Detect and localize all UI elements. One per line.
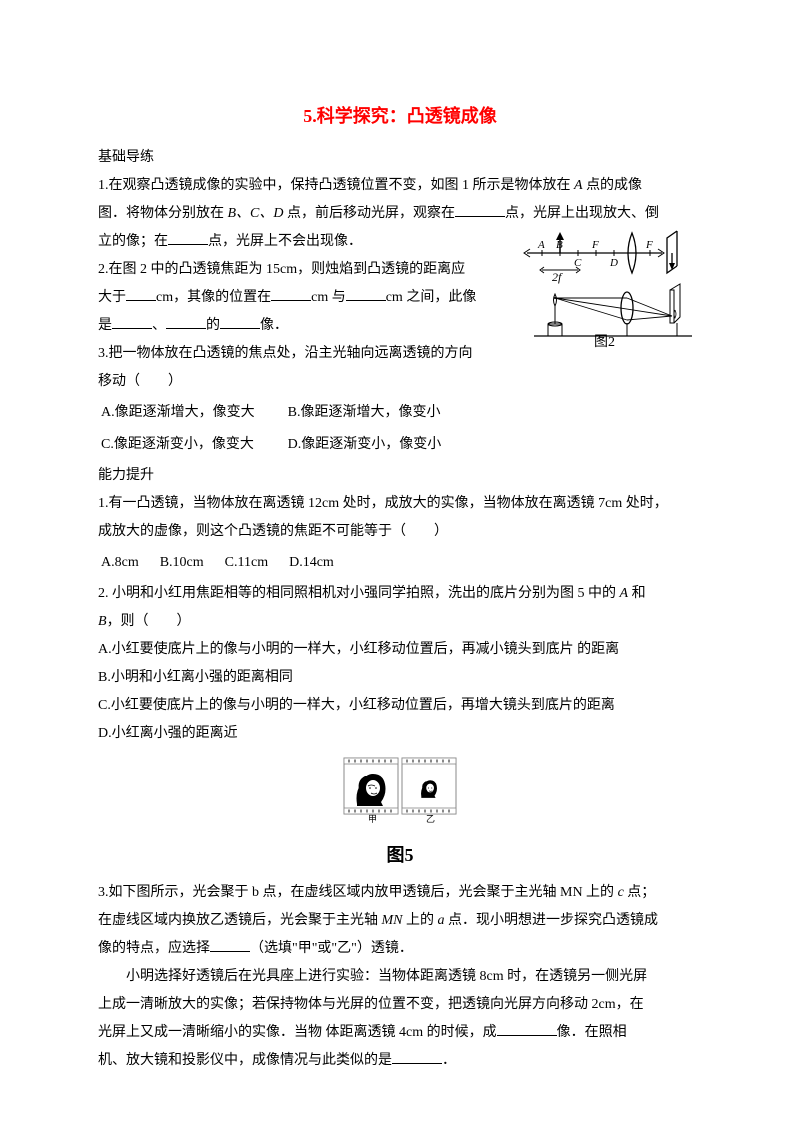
- fig2-svg: A B C F D F 2f: [522, 228, 702, 348]
- text: 、: [152, 318, 166, 333]
- ability-q2-line1: 2. 小明和小红用焦距相等的相同照相机对小强同学拍照，洗出的底片分别为图 5 中…: [98, 580, 702, 608]
- svg-text:C: C: [574, 257, 582, 269]
- figure-2: A B C F D F 2f: [522, 228, 702, 348]
- document-page: 5.科学探究：凸透镜成像 基础导练 1.在观察凸透镜成像的实验中，保持凸透镜位置…: [0, 0, 800, 1115]
- section-ability: 能力提升: [98, 462, 702, 490]
- ability-q2-optA: A.小红要使底片上的像与小明的一样大，小红移动位置后，再减小镜头到底片 的距离: [98, 636, 702, 664]
- axis-MN: MN: [382, 913, 403, 928]
- option-a: A.8cm: [100, 548, 157, 578]
- ability-q1-line1: 1.有一凸透镜，当物体放在离透镜 12cm 处时，成放大的实像，当物体放在离透镜…: [98, 490, 702, 518]
- blank: [220, 314, 260, 329]
- point-A: A: [574, 178, 583, 193]
- svg-text:F: F: [591, 239, 599, 251]
- label-A: A: [620, 586, 629, 601]
- blank: [497, 1021, 557, 1036]
- ability-q3-line1: 3.如下图所示，光会聚于 b 点，在虚线区域内放甲透镜后，光会聚于主光轴 MN …: [98, 879, 702, 907]
- blank: [346, 286, 386, 301]
- option-c: C.像距逐渐变小，像变大: [100, 430, 285, 460]
- ability-q1-line2: 成放大的虚像，则这个凸透镜的焦距不可能等于（ ）: [98, 518, 702, 546]
- blank: [392, 1049, 442, 1064]
- text: 和: [628, 586, 646, 601]
- ability-q3-p2-l1: 小明选择好透镜后在光具座上进行实验：当物体距离透镜 8cm 时，在透镜另一侧光屏: [98, 963, 702, 991]
- ability-q3-p2-l4: 机、放大镜和投影仪中，成像情况与此类似的是 ．: [98, 1047, 702, 1075]
- option-c: C.11cm: [224, 548, 286, 578]
- ability-q3-line3: 像的特点，应选择 （选填"甲"或"乙"）透镜．: [98, 935, 702, 963]
- svg-text:A: A: [537, 239, 545, 251]
- label-B: B: [98, 614, 107, 629]
- fig5-label: 图5: [340, 837, 460, 873]
- svg-text:图2: 图2: [594, 335, 615, 348]
- option-d: D.14cm: [288, 548, 352, 578]
- text: 点．现小明想进一步探究凸透镜成: [445, 913, 659, 928]
- option-b: B.像距逐渐增大，像变小: [287, 398, 472, 428]
- text: 点，前后移动光屏，观察在: [284, 206, 456, 221]
- text: 在虚线区域内换放乙透镜后，光会聚于主光轴: [98, 913, 382, 928]
- figure-5: 甲 乙 图5: [98, 754, 702, 873]
- text: 像的特点，应选择: [98, 941, 210, 956]
- svg-text:B: B: [556, 239, 563, 251]
- blank: [126, 286, 156, 301]
- ability-q2-optC: C.小红要使底片上的像与小明的一样大，小红移动位置后，再增大镜头到底片的距离: [98, 692, 702, 720]
- ability-q3-p2-l2: 上成一清晰放大的实像；若保持物体与光屏的位置不变，把透镜向光屏方向移动 2cm，…: [98, 991, 702, 1019]
- section-basic: 基础导练: [98, 144, 702, 172]
- points-BCD: B、C、D: [228, 206, 284, 221]
- svg-text:D: D: [609, 257, 618, 269]
- fig5-svg: 甲 乙: [340, 754, 460, 824]
- svg-text:2f: 2f: [552, 270, 563, 284]
- text: ．: [442, 1053, 456, 1068]
- blank: [271, 286, 311, 301]
- text: 点，光屏上出现放大、倒: [505, 206, 659, 221]
- text: 是: [98, 318, 112, 333]
- text: 光屏上又成一清晰缩小的实像．当物 体距离透镜 4cm 的时候，成: [98, 1025, 497, 1040]
- text: 的: [206, 318, 220, 333]
- text: cm 之间，此像: [386, 290, 477, 305]
- basic-q3-stem-b: 移动（ ）: [98, 368, 702, 396]
- blank: [166, 314, 206, 329]
- text: 立的像；在: [98, 234, 168, 249]
- text: 像．: [260, 318, 288, 333]
- blank: [168, 230, 208, 245]
- text: 3.如下图所示，光会聚于 b 点，在虚线区域内放甲透镜后，光会聚于主光轴 MN …: [98, 885, 618, 900]
- text: cm 与: [311, 290, 346, 305]
- ability-q3-p2-l3: 光屏上又成一清晰缩小的实像．当物 体距离透镜 4cm 的时候，成 像．在照相: [98, 1019, 702, 1047]
- ability-q2-line2: B，则（ ）: [98, 608, 702, 636]
- page-title: 5.科学探究：凸透镜成像: [98, 98, 702, 134]
- blank: [455, 202, 505, 217]
- point-a: a: [438, 913, 445, 928]
- ability-q1-options: A.8cm B.10cm C.11cm D.14cm: [98, 546, 354, 580]
- text: 大于: [98, 290, 126, 305]
- basic-q1-line1: 1.在观察凸透镜成像的实验中，保持凸透镜位置不变，如图 1 所示是物体放在 A …: [98, 172, 702, 200]
- svg-text:乙: 乙: [426, 814, 435, 824]
- text: 像．在照相: [557, 1025, 627, 1040]
- text: 图．将物体分别放在: [98, 206, 228, 221]
- basic-q3-options: A.像距逐渐增大，像变大 B.像距逐渐增大，像变小 C.像距逐渐变小，像变大 D…: [98, 396, 473, 462]
- blank: [210, 937, 250, 952]
- text: 点的成像: [583, 178, 643, 193]
- option-a: A.像距逐渐增大，像变大: [100, 398, 285, 428]
- basic-q1-line2: 图．将物体分别放在 B、C、D 点，前后移动光屏，观察在 点，光屏上出现放大、倒: [98, 200, 702, 228]
- text: ，则（ ）: [107, 614, 191, 629]
- option-b: B.10cm: [159, 548, 222, 578]
- ability-q2-optB: B.小明和小红离小强的距离相同: [98, 664, 702, 692]
- text: cm，其像的位置在: [156, 290, 271, 305]
- text: （选填"甲"或"乙"）透镜．: [250, 941, 413, 956]
- ability-q2-optD: D.小红离小强的距离近: [98, 720, 702, 748]
- ability-q3-line2: 在虚线区域内换放乙透镜后，光会聚于主光轴 MN 上的 a 点．现小明想进一步探究…: [98, 907, 702, 935]
- text: 2. 小明和小红用焦距相等的相同照相机对小强同学拍照，洗出的底片分别为图 5 中…: [98, 586, 620, 601]
- option-d: D.像距逐渐变小，像变小: [287, 430, 472, 460]
- text: 点，光屏上不会出现像．: [208, 234, 362, 249]
- text: 机、放大镜和投影仪中，成像情况与此类似的是: [98, 1053, 392, 1068]
- text: 点；: [624, 885, 656, 900]
- text: 1.在观察凸透镜成像的实验中，保持凸透镜位置不变，如图 1 所示是物体放在: [98, 178, 574, 193]
- svg-text:甲: 甲: [368, 814, 377, 824]
- svg-text:F: F: [645, 239, 653, 251]
- text: 上的: [403, 913, 438, 928]
- blank: [112, 314, 152, 329]
